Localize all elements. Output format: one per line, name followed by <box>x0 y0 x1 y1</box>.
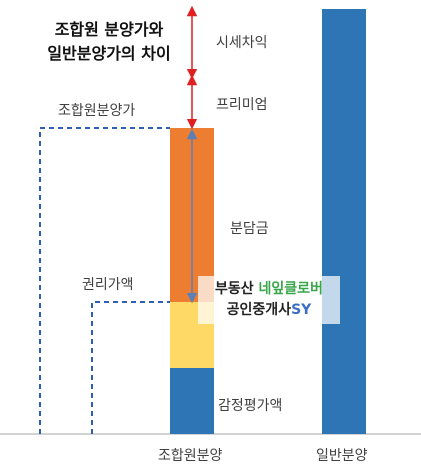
watermark-text-2a: 공인중개사 <box>226 302 292 318</box>
watermark-line-2: 공인중개사SY <box>198 300 340 321</box>
appraisal-label: 감정평가액 <box>218 398 283 414</box>
rights-value-label: 권리가액 <box>82 277 134 293</box>
premium-label: 프리미엄 <box>216 97 268 113</box>
contribution-label: 분담금 <box>230 221 269 237</box>
watermark: 부동산 네잎클로버 공인중개사SY <box>198 276 340 324</box>
general-sale-axis-label: 일반분양 <box>316 448 368 464</box>
watermark-text-1b: 네잎클로버 <box>258 281 323 297</box>
appraisal-segment <box>170 368 214 434</box>
watermark-text-1a: 부동산 <box>215 281 259 297</box>
watermark-text-2b: SY <box>291 302 312 318</box>
watermark-line-1: 부동산 네잎클로버 <box>198 279 340 300</box>
diagram-title: 조합원 분양가와 일반분양가의 차이 <box>20 18 198 66</box>
general-sale-bar <box>322 9 366 434</box>
member-sale-axis-label: 조합원분양 <box>158 448 223 464</box>
market-diff-label: 시세차익 <box>216 35 268 51</box>
rights-value-bracket <box>91 301 170 434</box>
member-price-bracket <box>39 127 170 434</box>
member-price-label: 조합원분양가 <box>58 103 136 119</box>
title-line-2: 일반분양가의 차이 <box>47 44 171 63</box>
title-line-1: 조합원 분양가와 <box>54 20 164 39</box>
